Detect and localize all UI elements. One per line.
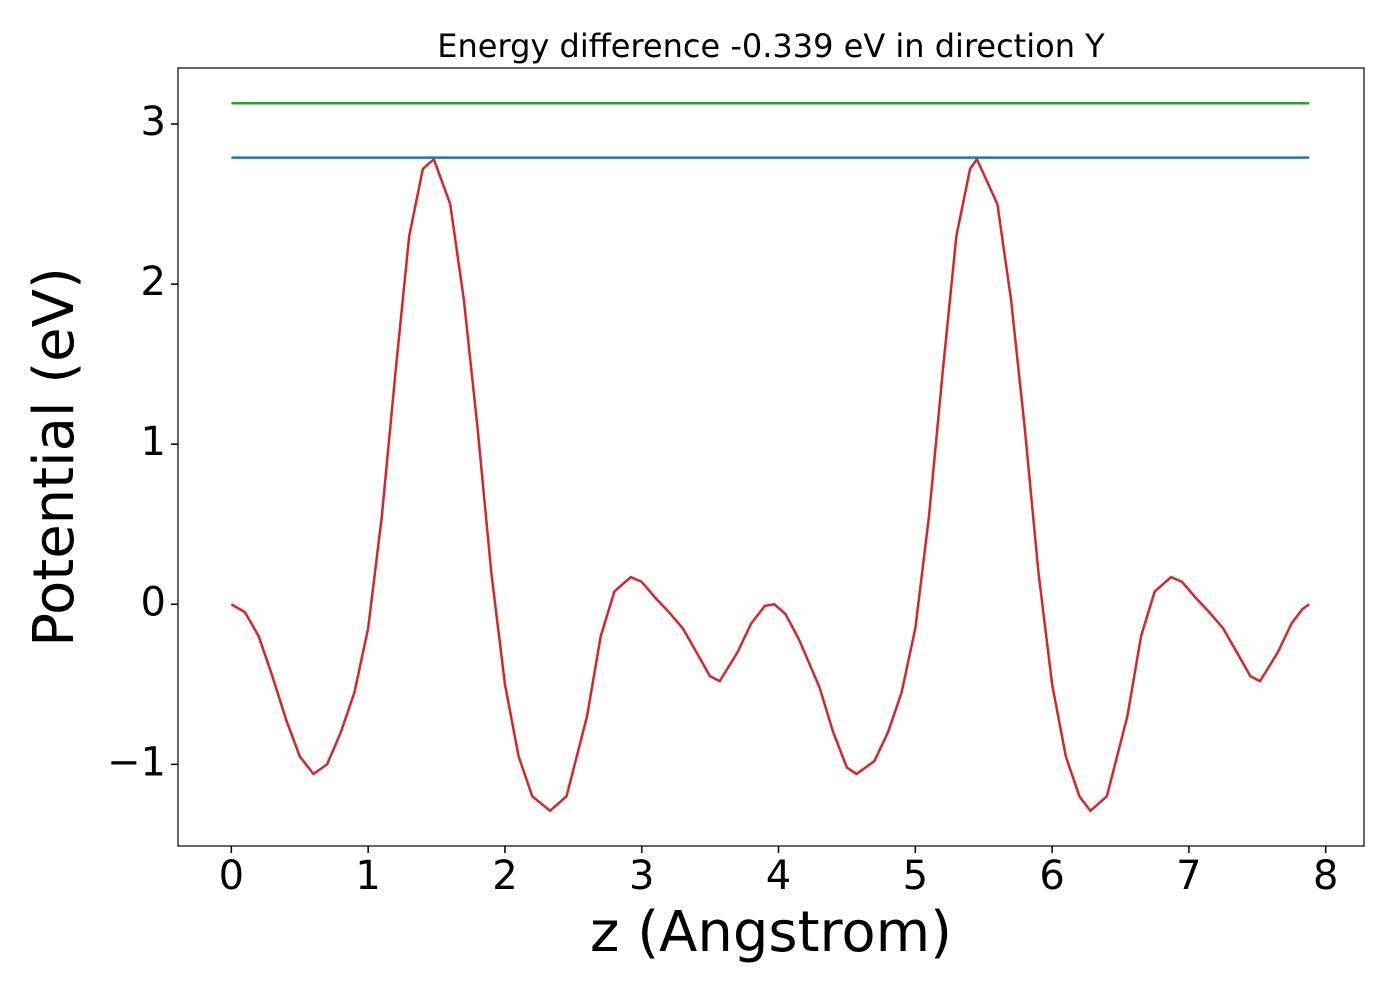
x-tick-label: 5 bbox=[903, 853, 928, 899]
x-axis-label: z (Angstrom) bbox=[590, 900, 952, 965]
x-tick-label: 3 bbox=[629, 853, 654, 899]
x-tick-label: 6 bbox=[1039, 853, 1064, 899]
line-series bbox=[230, 156, 1310, 813]
y-tick-label: 2 bbox=[141, 259, 166, 305]
y-tick-label: −1 bbox=[107, 739, 166, 785]
x-tick-label: 0 bbox=[219, 853, 244, 899]
y-tick-label: 1 bbox=[141, 419, 166, 465]
x-tick-label: 2 bbox=[492, 853, 517, 899]
chart-title: Energy difference -0.339 eV in direction… bbox=[437, 27, 1105, 65]
x-tick-label: 1 bbox=[355, 853, 380, 899]
x-tick-label: 8 bbox=[1313, 853, 1338, 899]
y-tick-label: 0 bbox=[141, 579, 166, 625]
plot-frame bbox=[177, 67, 1365, 847]
y-tick-label: 3 bbox=[141, 99, 166, 145]
x-tick-label: 4 bbox=[766, 853, 791, 899]
y-axis-label: Potential (eV) bbox=[22, 267, 87, 647]
x-tick-label: 7 bbox=[1176, 853, 1201, 899]
